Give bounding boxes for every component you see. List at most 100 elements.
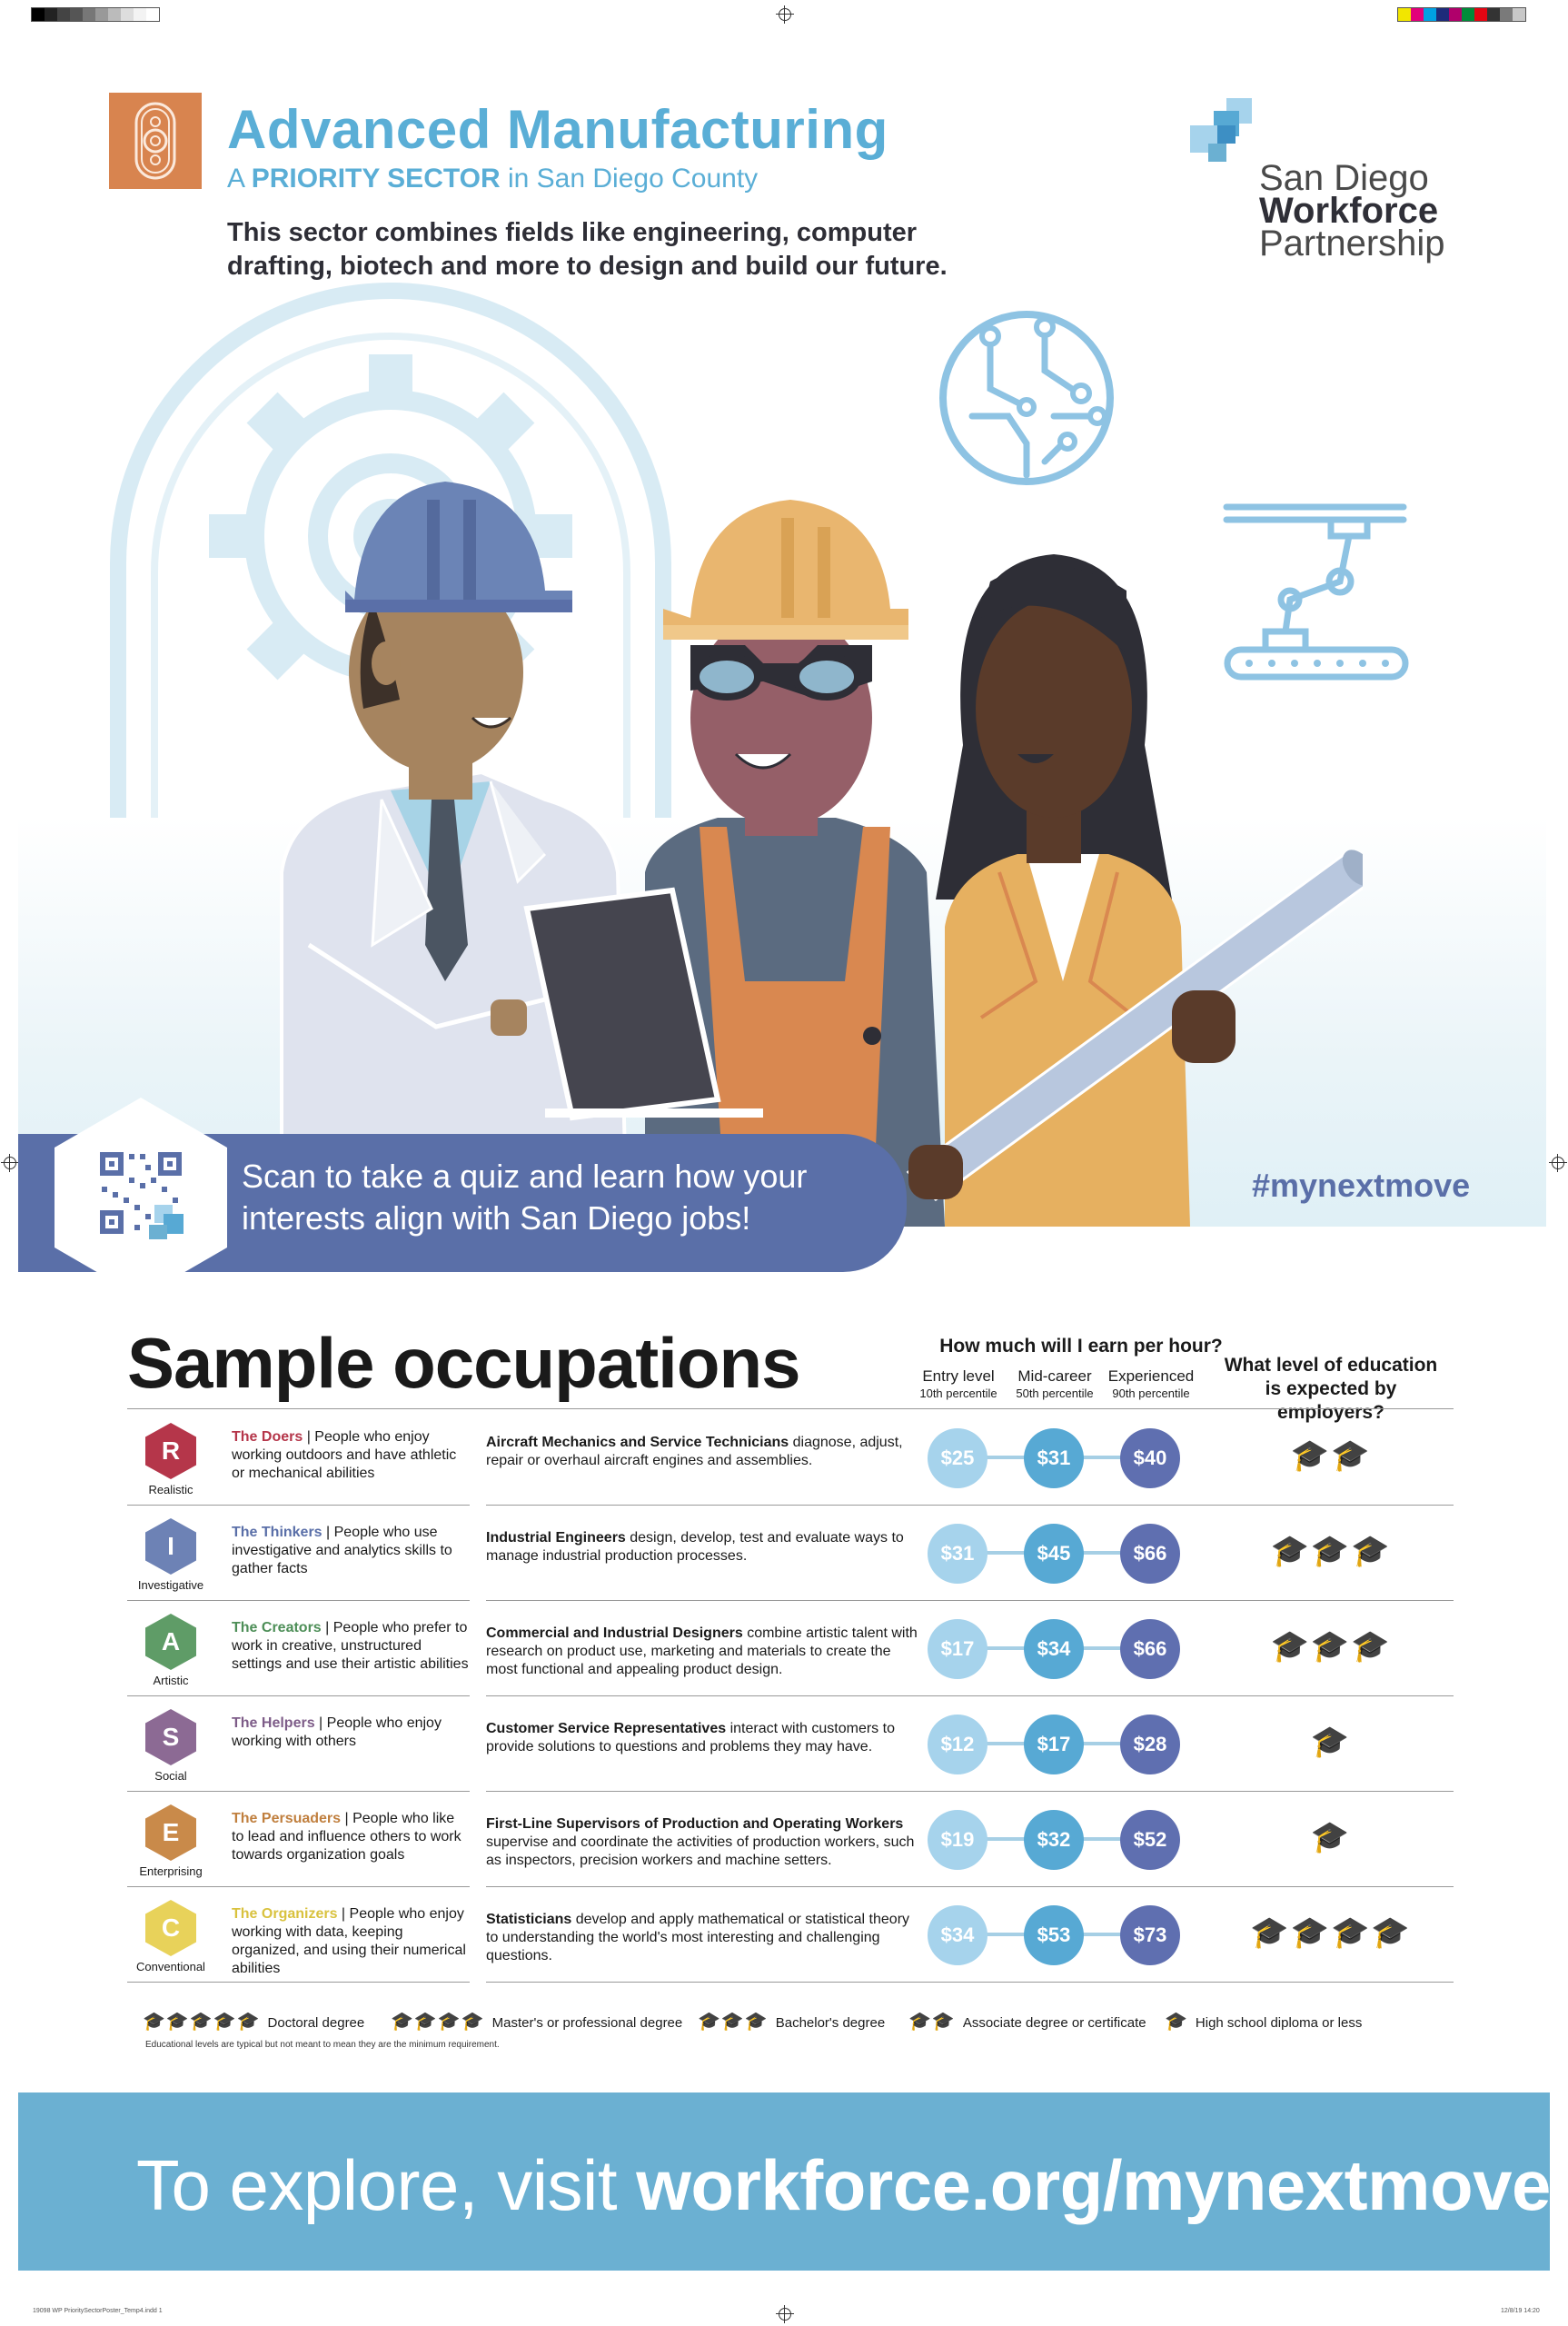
wage-mid-career: $53 xyxy=(1024,1905,1084,1965)
robot-arm-icon xyxy=(1223,503,1409,681)
graduation-cap-icon: 🎓🎓🎓 xyxy=(698,2012,769,2032)
wage-mid-career: $32 xyxy=(1024,1810,1084,1870)
circuit-globe-icon xyxy=(939,311,1114,485)
earnings-header: How much will I earn per hour? xyxy=(939,1336,1223,1357)
footer-banner xyxy=(18,2092,1550,2271)
occupation-row: R Realistic The Doers | People who enjoy w… xyxy=(0,1410,1568,1506)
row-divider xyxy=(127,1600,470,1601)
riasec-hex-badge: E xyxy=(145,1804,196,1861)
riasec-hex-badge: A xyxy=(145,1614,196,1670)
occupation-row: A Artistic The Creators | People who prefe… xyxy=(0,1601,1568,1696)
wage-experienced: $66 xyxy=(1120,1524,1180,1584)
riasec-hex-badge: I xyxy=(145,1518,196,1575)
occupation-description: Industrial Engineers design, develop, te… xyxy=(486,1530,904,1564)
graduation-cap-icon: 🎓🎓 xyxy=(1290,1438,1372,1473)
page-title: Advanced Manufacturing xyxy=(227,99,888,160)
table-top-rule xyxy=(127,1408,1454,1409)
occupation-description: Commercial and Industrial Designers comb… xyxy=(486,1625,918,1677)
row-divider xyxy=(486,1886,1454,1887)
wage-mid-career: $17 xyxy=(1024,1715,1084,1774)
registration-mark-left xyxy=(1,1154,19,1172)
page-subtitle: A PRIORITY SECTOR in San Diego County xyxy=(227,164,759,194)
occupation-description: First-Line Supervisors of Production and… xyxy=(486,1816,915,1868)
graduation-cap-icon: 🎓🎓🎓🎓 xyxy=(1250,1915,1412,1950)
graduation-cap-icon: 🎓🎓🎓🎓🎓 xyxy=(143,2012,261,2032)
graduation-cap-icon: 🎓 xyxy=(1165,2012,1188,2032)
qr-code-icon[interactable] xyxy=(55,1098,227,1297)
row-divider xyxy=(486,1982,1454,1983)
riasec-type-label: Artistic xyxy=(153,1674,189,1687)
engineer-figure xyxy=(280,482,630,1228)
wage-entry-level: $17 xyxy=(928,1619,987,1679)
level-entry-header: Entry level 10th percentile xyxy=(919,1367,997,1400)
persona-description: The Persuaders | People who like to lead… xyxy=(232,1811,461,1863)
occupation-name: Statisticians xyxy=(486,1912,572,1927)
persona-description: The Doers | People who enjoy working out… xyxy=(232,1429,457,1481)
persona-name: The Thinkers xyxy=(232,1525,323,1540)
footer-url-link[interactable]: workforce.org/mynextmove xyxy=(636,2145,1551,2225)
print-slug-right: 12/8/19 14:20 xyxy=(1501,2308,1540,2314)
occupation-name: Aircraft Mechanics and Service Technicia… xyxy=(486,1435,789,1450)
persona-name: The Creators xyxy=(232,1620,322,1635)
education-legend-item: 🎓🎓 Associate degree or certificate xyxy=(908,2012,1146,2032)
row-divider xyxy=(486,1505,1454,1506)
row-divider xyxy=(486,1600,1454,1601)
row-divider xyxy=(486,1695,1454,1696)
row-divider xyxy=(127,1886,470,1887)
persona-description: The Creators | People who prefer to work… xyxy=(232,1620,469,1672)
occupation-name: Industrial Engineers xyxy=(486,1530,626,1546)
wage-experienced: $52 xyxy=(1120,1810,1180,1870)
org-logo-mark xyxy=(1190,98,1252,162)
riasec-type-label: Investigative xyxy=(137,1578,204,1592)
wage-mid-career: $45 xyxy=(1024,1524,1084,1584)
registration-mark-bottom xyxy=(776,2305,794,2323)
persona-description: The Helpers | People who enjoy working w… xyxy=(232,1715,442,1749)
occupation-row: I Investigative The Thinkers | People who … xyxy=(0,1506,1568,1601)
row-divider xyxy=(127,1982,470,1983)
print-slug-left: 19098 WP PrioritySectorPoster_Temp4.indd… xyxy=(33,2308,163,2314)
sector-logo xyxy=(109,93,202,189)
riasec-type-label: Realistic xyxy=(148,1483,194,1496)
persona-name: The Persuaders xyxy=(232,1811,342,1826)
row-divider xyxy=(127,1791,470,1792)
riasec-hex-badge: R xyxy=(145,1423,196,1479)
registration-mark-right xyxy=(1549,1154,1567,1172)
technician-figure xyxy=(645,500,945,1227)
wage-entry-level: $34 xyxy=(928,1905,987,1965)
wage-mid-career: $34 xyxy=(1024,1619,1084,1679)
graduation-cap-icon: 🎓🎓🎓🎓 xyxy=(391,2012,485,2032)
persona-description: The Thinkers | People who use investigat… xyxy=(232,1525,452,1576)
persona-name: The Helpers xyxy=(232,1715,315,1731)
wage-experienced: $73 xyxy=(1120,1905,1180,1965)
wage-experienced: $66 xyxy=(1120,1619,1180,1679)
wage-entry-level: $31 xyxy=(928,1524,987,1584)
wage-entry-level: $25 xyxy=(928,1428,987,1488)
occupation-row: C Conventional The Organizers | People who… xyxy=(0,1887,1568,1983)
persona-description: The Organizers | People who enjoy workin… xyxy=(232,1906,466,1976)
education-header: What level of education is expected by e… xyxy=(1224,1355,1438,1423)
riasec-hex-badge: S xyxy=(145,1709,196,1765)
org-name: San Diego Workforce Partnership xyxy=(1259,158,1445,263)
level-mid-header: Mid-career 50th percentile xyxy=(1016,1367,1094,1400)
graduation-cap-icon: 🎓🎓 xyxy=(908,2012,956,2032)
occupation-name: Commercial and Industrial Designers xyxy=(486,1625,743,1641)
education-note: Educational levels are typical but not m… xyxy=(145,2040,500,2050)
riasec-hex-badge: C xyxy=(145,1900,196,1956)
wage-experienced: $40 xyxy=(1120,1428,1180,1488)
persona-name: The Doers xyxy=(232,1429,303,1445)
wage-entry-level: $19 xyxy=(928,1810,987,1870)
wage-experienced: $28 xyxy=(1120,1715,1180,1774)
hashtag: #mynextmove xyxy=(1252,1167,1471,1204)
registration-mark-top xyxy=(776,5,794,24)
wage-mid-career: $31 xyxy=(1024,1428,1084,1488)
graduation-cap-icon: 🎓 xyxy=(1310,1820,1352,1854)
riasec-type-label: Conventional xyxy=(136,1960,205,1973)
riasec-type-label: Social xyxy=(154,1769,187,1783)
education-legend-item: 🎓🎓🎓🎓🎓 Doctoral degree xyxy=(143,2012,365,2032)
sector-intro: This sector combines fields like enginee… xyxy=(227,218,948,281)
designer-figure xyxy=(906,554,1363,1227)
persona-name: The Organizers xyxy=(232,1906,338,1922)
education-legend-item: 🎓🎓🎓🎓 Master's or professional degree xyxy=(391,2012,683,2032)
graduation-cap-icon: 🎓 xyxy=(1310,1725,1352,1759)
sample-occupations-title: Sample occupations xyxy=(127,1323,801,1403)
